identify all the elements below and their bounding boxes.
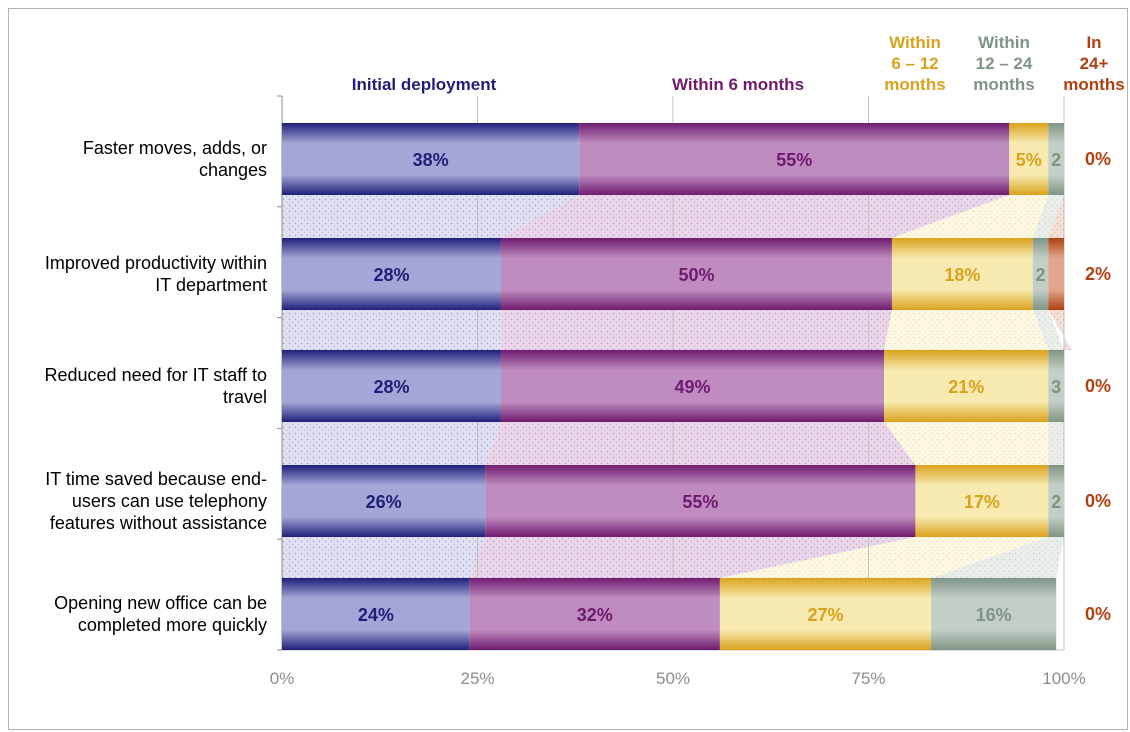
x-tick-label: 75% [851,669,885,688]
legend-label: Initial deployment [352,75,497,94]
bar-segment [891,238,1033,310]
x-tick-label: 25% [460,669,494,688]
bar-segment [500,350,885,422]
bar-segment [500,238,892,310]
bar-value-label: 2 [1036,265,1046,285]
bar-value-label: 28% [373,265,409,285]
x-tick-label: 0% [270,669,295,688]
category-label: IT time saved because end- [45,469,267,489]
connector-band [485,422,916,465]
legend-label: Within [978,33,1030,52]
legend-label: months [884,75,945,94]
connector-band [884,310,1049,350]
label-layer: 0% 25% 50% 75% 100% 38% 55% 5% 2 0% Faster moves, … [45,33,1125,688]
bar-segment [1032,238,1049,310]
bar-segment [282,350,501,422]
category-label: Opening new office can be [54,593,267,613]
legend-label: In [1086,33,1101,52]
bar-segment [282,578,470,650]
bar-segment [282,238,501,310]
bar-segment [915,465,1049,537]
bar-segment [1009,123,1049,195]
legend-label: Within 6 months [672,75,804,94]
category-label: travel [223,387,267,407]
connector-band [282,195,580,238]
category-label: completed more quickly [78,615,267,635]
bar-value-label: 18% [944,265,980,285]
bar-value-label: 21% [948,377,984,397]
bar-segment [282,123,580,195]
bar-segment [1048,123,1064,195]
bar-segment [884,350,1049,422]
bar-value-label: 0% [1085,149,1111,169]
connector-band [891,195,1049,238]
connector-band [500,310,892,350]
category-label: changes [199,160,267,180]
category-label: Faster moves, adds, or [83,138,267,158]
x-tick-label: 50% [656,669,690,688]
bar-value-label: 28% [373,377,409,397]
bar-value-label: 27% [807,605,843,625]
bar-value-label: 0% [1085,376,1111,396]
connector-band [884,422,1049,465]
bar-segment [719,578,932,650]
category-label: features without assistance [50,513,267,533]
bar-value-label: 32% [577,605,613,625]
bar-segment [282,465,486,537]
connector-band [719,537,1049,578]
bar-segment [1048,238,1064,310]
bar-segment [469,578,720,650]
legend-label: months [973,75,1034,94]
chart-frame [8,8,1128,730]
bar-value-label: 26% [366,492,402,512]
bar-value-label: 2 [1051,150,1061,170]
connector-band [282,537,486,578]
band-layer [282,195,1072,578]
bar-value-label: 0% [1085,491,1111,511]
bar-segment [485,465,916,537]
bar-value-label: 17% [964,492,1000,512]
bar-segment [579,123,1010,195]
legend-label: 6 – 12 [891,54,938,73]
bar-layer [282,123,1064,650]
connector-band [469,537,916,578]
category-label: Improved productivity within [45,253,267,273]
bar-segment [1048,350,1064,422]
legend-label: 12 – 24 [976,54,1033,73]
category-label: users can use telephony [72,491,267,511]
connector-band [282,310,501,350]
bar-value-label: 3 [1051,377,1061,397]
bar-segment [1048,465,1064,537]
legend-label: months [1063,75,1124,94]
bar-value-label: 49% [675,377,711,397]
legend-label: Within [889,33,941,52]
connector-band [1032,195,1064,238]
connector-band [1048,310,1072,350]
category-label: IT department [155,275,267,295]
bar-value-label: 2% [1085,264,1111,284]
bar-value-label: 0% [1085,604,1111,624]
bar-value-label: 5% [1016,150,1042,170]
connector-band [1048,422,1064,465]
x-tick-label: 100% [1042,669,1085,688]
bar-value-label: 55% [682,492,718,512]
category-label: Reduced need for IT staff to [45,365,267,385]
connector-band [931,537,1064,578]
bar-value-label: 2 [1051,492,1061,512]
bar-value-label: 55% [776,150,812,170]
bar-segment [931,578,1057,650]
bar-value-label: 24% [358,605,394,625]
bar-value-label: 50% [678,265,714,285]
connector-band [1032,310,1064,350]
bar-value-label: 16% [976,605,1012,625]
connector-band [282,422,501,465]
legend-label: 24+ [1080,54,1109,73]
bar-value-label: 38% [413,150,449,170]
connector-band [500,195,1010,238]
connector-band [1048,195,1064,238]
